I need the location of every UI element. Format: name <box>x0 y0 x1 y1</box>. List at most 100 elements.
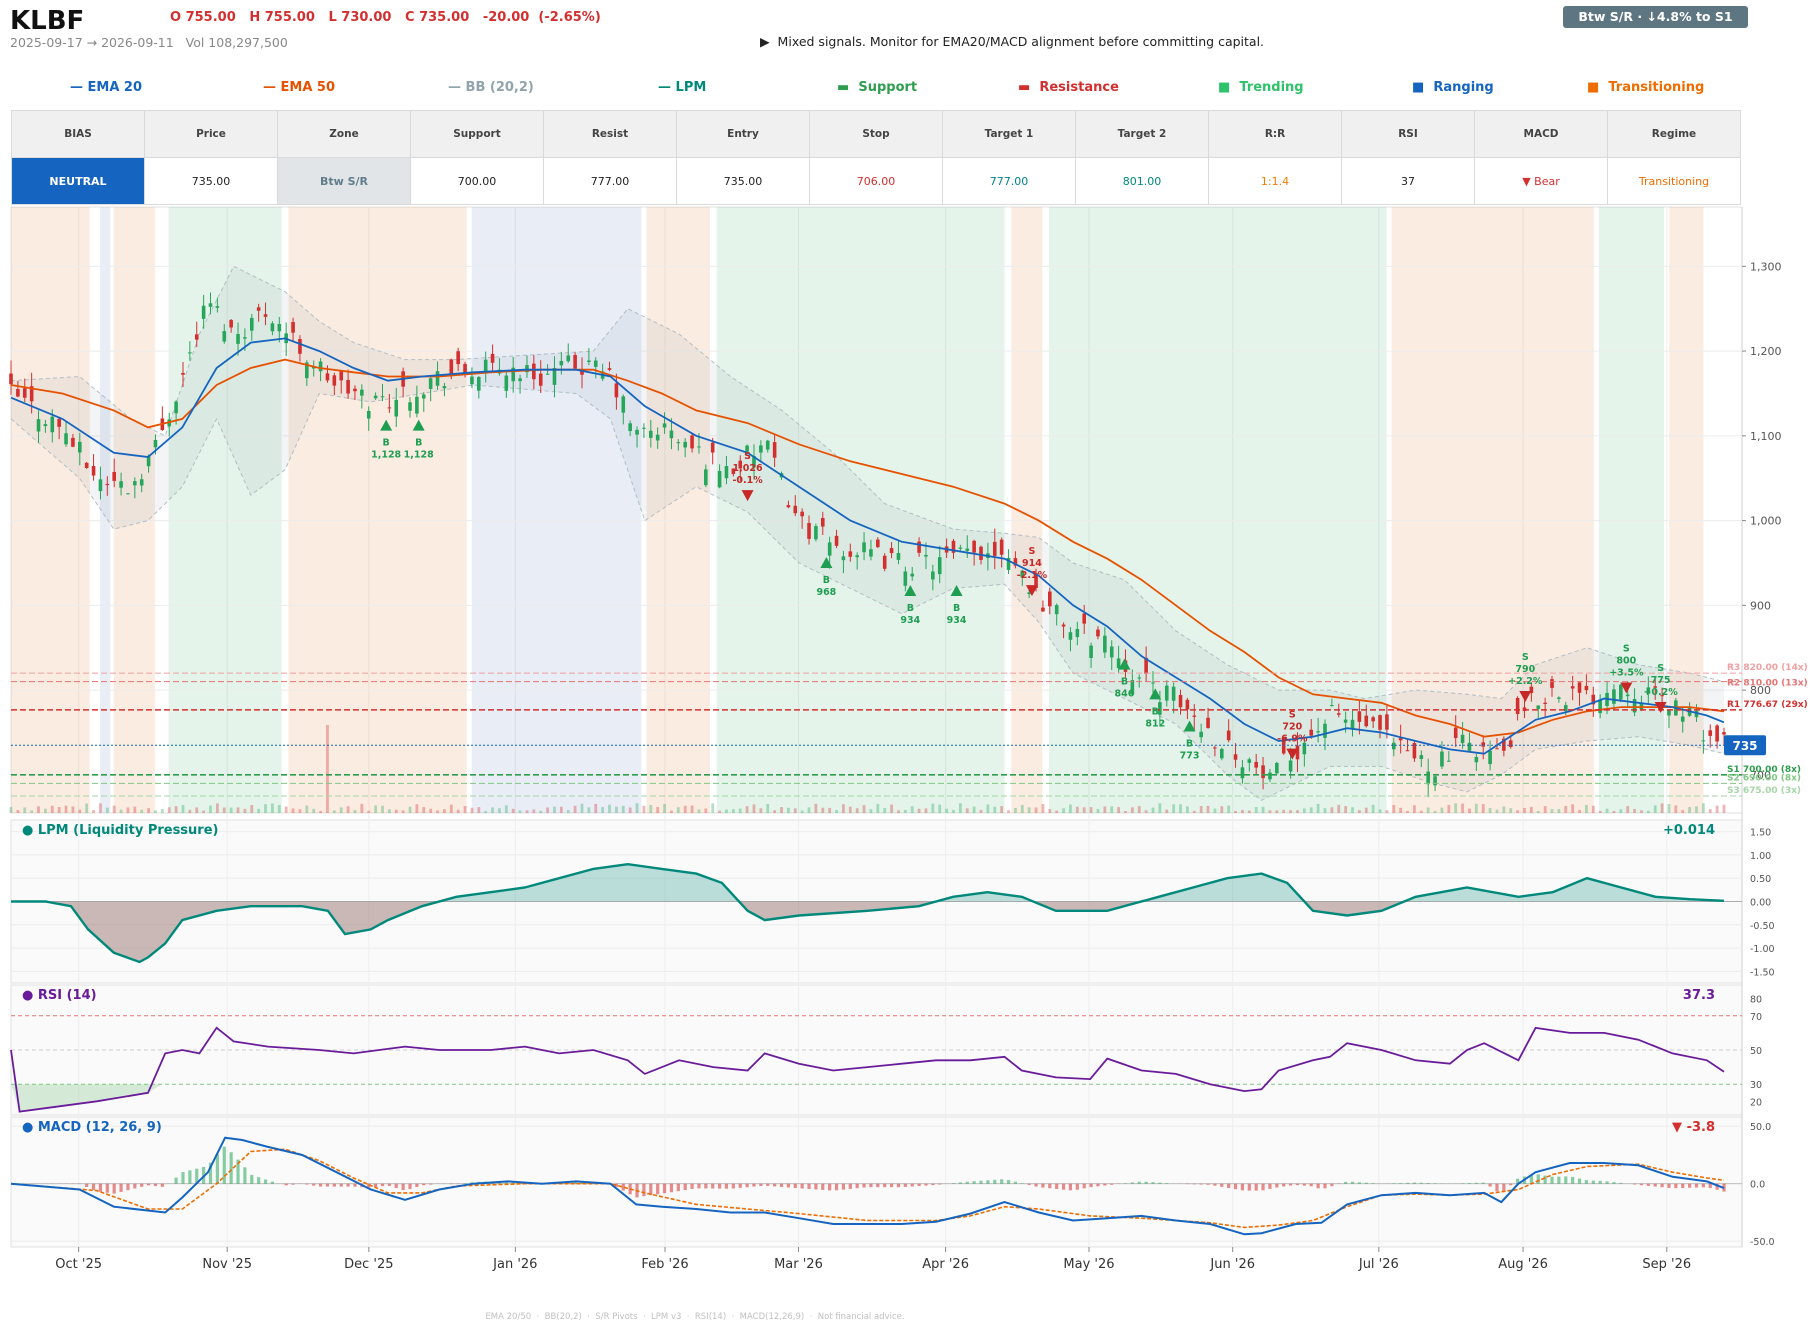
volume-bar <box>1165 809 1169 813</box>
volume-bar <box>614 806 618 813</box>
macd-histogram-bar <box>1598 1180 1602 1184</box>
candle-body <box>236 334 240 344</box>
candle-body <box>882 555 887 569</box>
candle-body <box>1178 694 1183 708</box>
signal-message: ▶ Mixed signals. Monitor for EMA20/MACD … <box>760 34 1265 49</box>
candle-body <box>91 466 96 476</box>
candle-body <box>1508 740 1513 748</box>
buy-signal-label: B <box>1152 706 1159 717</box>
macd-histogram-bar <box>972 1181 976 1184</box>
candle-body <box>119 481 123 488</box>
candle-body <box>800 511 804 517</box>
macd-histogram-bar <box>1681 1183 1685 1188</box>
candle-body <box>105 483 110 486</box>
volume-bar <box>573 805 577 813</box>
macd-histogram-bar <box>903 1183 907 1187</box>
candle-body <box>704 469 708 486</box>
volume-bar <box>745 806 749 813</box>
candle-body <box>215 306 220 308</box>
volume-bar <box>1667 803 1671 813</box>
sell-signal-label: S <box>1289 710 1296 721</box>
candle-body <box>1563 705 1568 712</box>
macd-histogram-bar <box>291 1183 295 1185</box>
volume-bar <box>1000 806 1004 813</box>
table-header-cell: Stop <box>809 110 943 158</box>
macd-histogram-bar <box>1282 1183 1286 1187</box>
volume-bar <box>1640 810 1643 813</box>
macd-histogram-bar <box>841 1183 846 1190</box>
legend-resistance[interactable]: ▬ Resistance <box>1018 80 1119 95</box>
buy-signal-label: 1,128 <box>371 450 401 461</box>
sell-signal-marker <box>741 490 754 502</box>
candle-body <box>552 368 557 385</box>
rsi-tick-label: 70 <box>1750 1012 1762 1023</box>
volume-bar <box>147 808 150 813</box>
volume-bar <box>1048 809 1052 813</box>
volume-bar <box>1055 810 1059 813</box>
legend-ema50[interactable]: — EMA 50 <box>263 80 336 95</box>
macd-histogram-bar <box>250 1174 254 1184</box>
candle-body <box>477 377 481 391</box>
macd-histogram-bar <box>986 1180 990 1184</box>
volume-bar <box>869 809 873 813</box>
candle-body <box>1667 710 1671 716</box>
macd-histogram-bar <box>1275 1183 1279 1188</box>
volume-bar <box>456 809 460 813</box>
macd-histogram-bar <box>876 1183 880 1188</box>
candle-body <box>1440 751 1444 767</box>
volume-bar <box>202 810 206 813</box>
macd-histogram-bar <box>222 1146 226 1184</box>
regime-band-trans <box>288 207 467 813</box>
volume-bar <box>1234 810 1237 813</box>
macd-histogram-bar <box>1261 1183 1265 1191</box>
macd-histogram-bar <box>126 1183 130 1191</box>
macd-histogram-bar <box>1529 1174 1533 1184</box>
volume-bar <box>855 808 859 813</box>
macd-histogram-bar <box>614 1183 618 1187</box>
macd-histogram-bar <box>305 1183 309 1185</box>
x-tick-label: Aug '26 <box>1498 1257 1548 1272</box>
macd-histogram-bar <box>869 1183 873 1188</box>
volume-bar <box>848 806 852 813</box>
legend-trending[interactable]: ■ Trending <box>1218 80 1304 95</box>
legend-bb[interactable]: — BB (20,2) <box>448 80 534 95</box>
macd-histogram-bar <box>814 1183 818 1190</box>
macd-histogram-bar <box>752 1183 756 1187</box>
macd-panel-bg <box>10 1116 1743 1248</box>
candle-body <box>1261 765 1265 779</box>
legend-support[interactable]: ▬ Support <box>837 80 918 95</box>
legend-lpm[interactable]: — LPM <box>658 80 707 95</box>
legend-transitioning[interactable]: ■ Transitioning <box>1587 80 1705 95</box>
candle-body <box>532 363 536 380</box>
table-cell: 735.00 <box>144 157 278 205</box>
volume-bar <box>1179 804 1182 813</box>
volume-bar <box>725 809 728 813</box>
volume-bar <box>1351 807 1354 813</box>
volume-bar <box>174 806 178 813</box>
buy-signal-label: 773 <box>1180 751 1200 762</box>
legend-ranging[interactable]: ■ Ranging <box>1412 80 1494 95</box>
macd-histogram-bar <box>1302 1183 1306 1186</box>
candle-body <box>1061 624 1066 627</box>
volume-bar <box>1509 808 1513 813</box>
sell-signal-label: +2.2% <box>1508 676 1543 687</box>
candle-body <box>1481 742 1486 747</box>
macd-histogram-bar <box>1330 1183 1334 1187</box>
macd-histogram-bar <box>759 1183 763 1186</box>
volume-bar <box>1103 806 1107 813</box>
volume-bar <box>353 809 357 813</box>
candle-body <box>1557 697 1561 699</box>
rsi-tick-label: 30 <box>1750 1080 1762 1091</box>
volume-bar <box>972 806 976 813</box>
volume-bar <box>786 807 790 813</box>
candle-body <box>614 383 619 398</box>
volume-bar <box>1385 810 1389 813</box>
volume-bar <box>37 806 40 813</box>
candle-body <box>1405 750 1410 752</box>
table-header-cell: BIAS <box>11 110 145 158</box>
candle-body <box>827 542 832 556</box>
buy-signal-label: 934 <box>947 615 967 626</box>
volume-bar <box>401 810 405 813</box>
macd-histogram-bar <box>1688 1183 1692 1188</box>
legend-ema20[interactable]: — EMA 20 <box>70 80 143 95</box>
